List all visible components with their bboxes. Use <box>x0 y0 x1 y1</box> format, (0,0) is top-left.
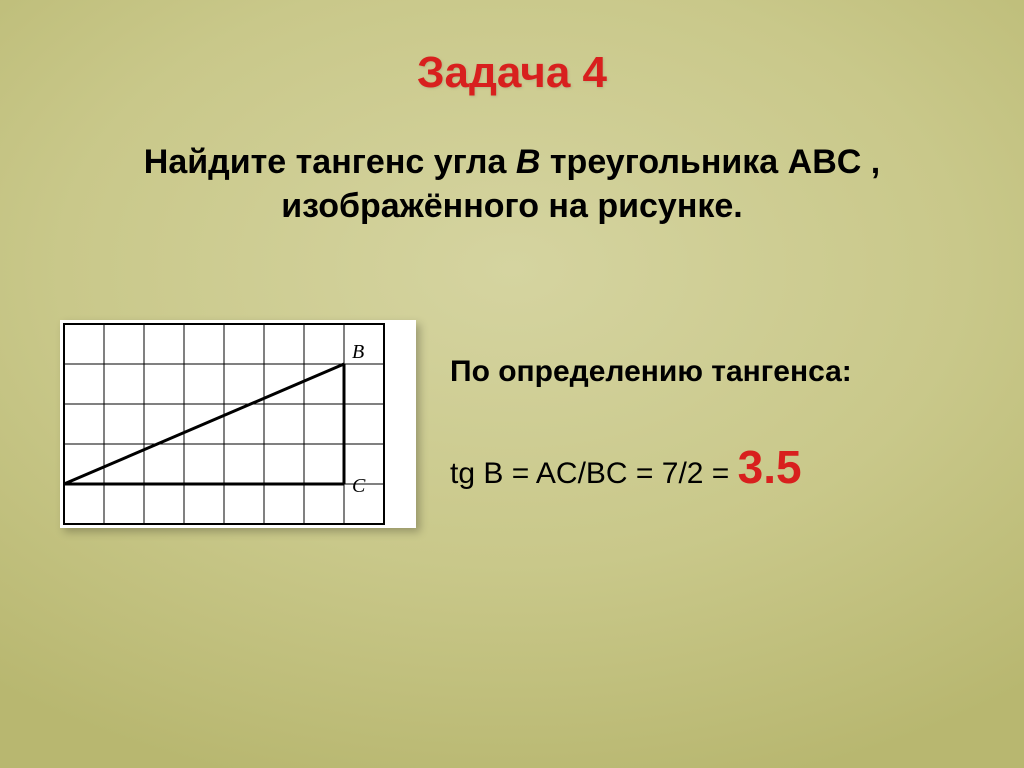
slide-title: Задача 4 <box>0 48 1024 98</box>
formula-prefix: tg B = AC/BC = 7/2 = <box>450 457 738 490</box>
slide: Задача 4 Найдите тангенс угла B треуголь… <box>0 0 1024 768</box>
definition-text: По определению тангенса: <box>450 355 852 389</box>
problem-statement: Найдите тангенс угла B треугольника ABC … <box>0 140 1024 228</box>
formula-line: tg B = AC/BC = 7/2 = 3.5 <box>450 440 802 494</box>
formula-answer: 3.5 <box>738 441 802 493</box>
triangle-grid-figure: ABC <box>60 320 416 528</box>
problem-text-1a: Найдите тангенс угла <box>144 143 516 181</box>
problem-variable-B: B <box>516 143 541 181</box>
problem-line-1: Найдите тангенс угла B треугольника ABC … <box>0 140 1024 184</box>
svg-text:C: C <box>352 475 366 497</box>
svg-text:B: B <box>352 341 364 363</box>
figure-container: ABC <box>60 320 416 533</box>
problem-line-2: изображённого на рисунке. <box>0 184 1024 228</box>
problem-text-1b: треугольника ABC , <box>540 143 880 181</box>
